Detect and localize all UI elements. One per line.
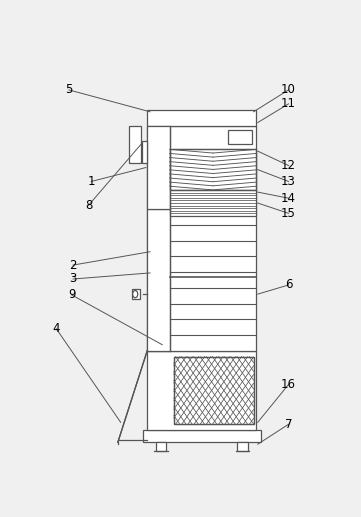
Bar bbox=[129, 126, 141, 163]
Text: 2: 2 bbox=[69, 258, 77, 271]
Bar bbox=[147, 209, 256, 351]
Text: 8: 8 bbox=[85, 199, 92, 212]
Bar bbox=[174, 357, 253, 424]
Bar bbox=[143, 430, 261, 442]
Text: 5: 5 bbox=[65, 83, 73, 96]
Text: 4: 4 bbox=[53, 322, 60, 335]
Text: 6: 6 bbox=[285, 279, 292, 292]
Bar bbox=[147, 351, 256, 430]
Text: 1: 1 bbox=[87, 175, 95, 188]
Bar bbox=[174, 357, 253, 424]
Bar bbox=[132, 289, 140, 299]
Circle shape bbox=[133, 291, 138, 298]
Text: 12: 12 bbox=[281, 159, 296, 172]
Bar bbox=[147, 126, 170, 209]
Text: 16: 16 bbox=[281, 378, 296, 391]
Bar bbox=[156, 442, 166, 451]
Bar bbox=[170, 149, 256, 190]
Text: 10: 10 bbox=[281, 83, 296, 96]
Bar bbox=[147, 126, 256, 209]
Bar bbox=[229, 130, 252, 144]
Text: 7: 7 bbox=[285, 418, 292, 431]
Text: 9: 9 bbox=[68, 288, 75, 301]
Bar bbox=[147, 209, 170, 351]
Text: 15: 15 bbox=[281, 207, 296, 220]
Bar bbox=[147, 110, 256, 126]
Bar bbox=[170, 190, 256, 216]
Bar bbox=[142, 142, 147, 163]
Text: 13: 13 bbox=[281, 175, 296, 188]
Text: 11: 11 bbox=[281, 97, 296, 110]
Bar bbox=[170, 149, 256, 190]
Bar bbox=[237, 442, 248, 451]
Text: 14: 14 bbox=[281, 192, 296, 205]
Text: 3: 3 bbox=[69, 272, 77, 285]
